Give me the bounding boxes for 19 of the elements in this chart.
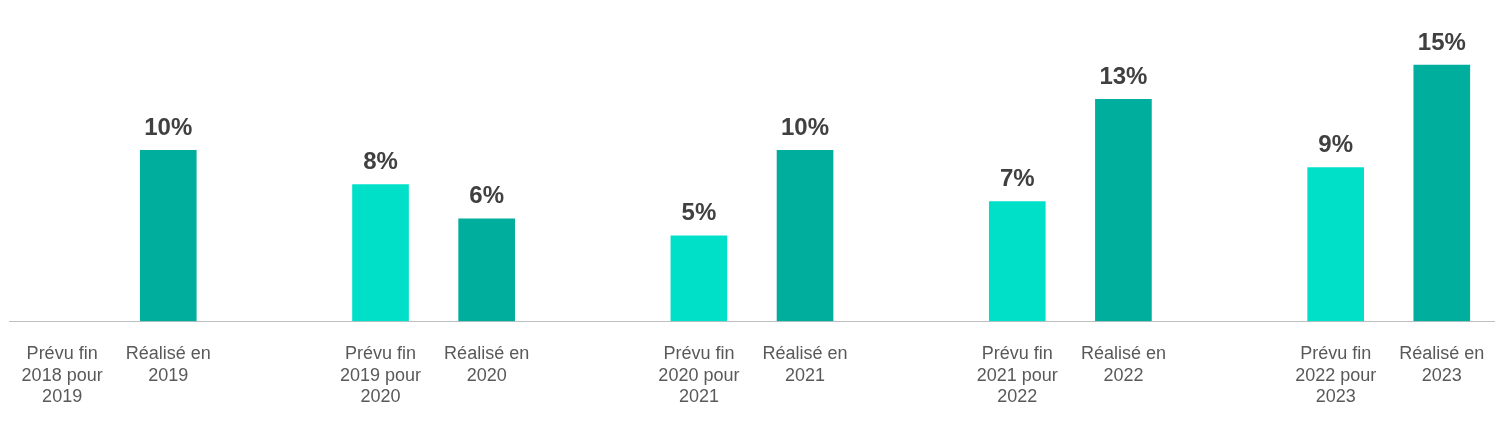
x-tick-label: Prévu fin 2020 pour 2021 xyxy=(658,342,740,407)
data-label: 9% xyxy=(1318,130,1354,158)
data-label: 10% xyxy=(144,113,193,141)
data-label: 15% xyxy=(1417,27,1466,55)
data-label: 5% xyxy=(681,198,717,226)
data-label: 6% xyxy=(469,181,504,209)
x-tick-label: Réalisé en 2021 xyxy=(762,342,848,385)
x-tick-label: Prévu fin 2022 pour 2023 xyxy=(1295,342,1377,407)
data-label: 10% xyxy=(781,113,830,141)
x-tick-label: Prévu fin 2019 pour 2020 xyxy=(339,342,422,407)
data-label: 7% xyxy=(999,164,1035,192)
x-tick-label: Prévu fin 2018 pour 2019 xyxy=(21,342,103,407)
x-tick-label: Réalisé en 2023 xyxy=(1399,342,1485,385)
data-label: 8% xyxy=(363,147,398,175)
x-tick-label: Prévu fin 2021 pour 2022 xyxy=(976,342,1058,407)
data-label: 13% xyxy=(1099,61,1148,89)
x-tick-label: Réalisé en 2022 xyxy=(1080,342,1166,385)
x-tick-label: Réalisé en 2019 xyxy=(125,342,211,385)
x-tick-label: Réalisé en 2020 xyxy=(444,342,530,385)
